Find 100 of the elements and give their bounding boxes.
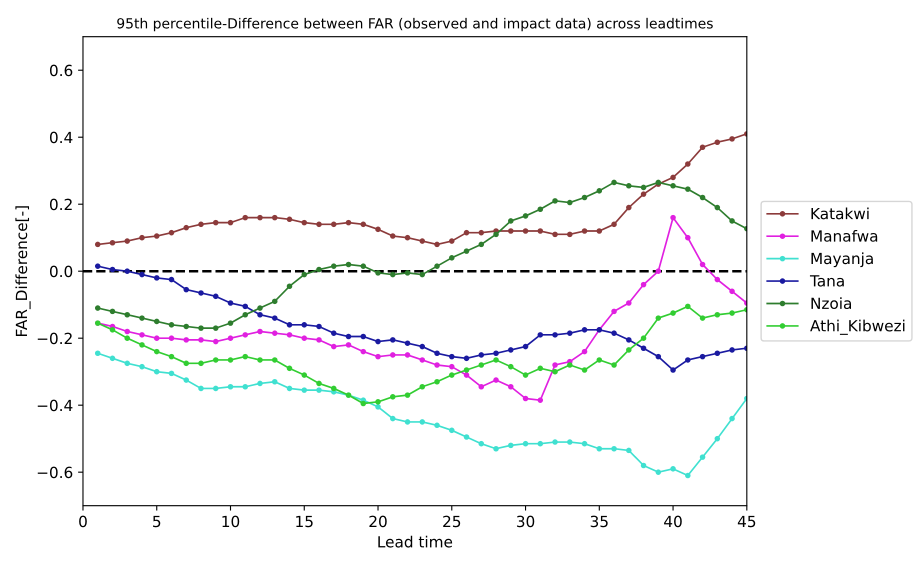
point (212, 357, 219, 363)
point (464, 248, 470, 254)
point (198, 360, 204, 366)
point (611, 446, 617, 452)
point (700, 315, 706, 321)
point (464, 356, 470, 362)
point (596, 446, 602, 452)
point (257, 305, 263, 311)
point (714, 276, 720, 282)
point (478, 362, 484, 368)
legend-label: Katakwi (811, 208, 869, 220)
point (552, 332, 558, 338)
point (404, 419, 410, 425)
point (700, 144, 706, 150)
point (124, 328, 130, 334)
point (567, 330, 573, 336)
point (404, 392, 410, 398)
point (522, 213, 528, 219)
point (714, 139, 720, 146)
point (168, 322, 174, 328)
point (640, 345, 646, 352)
point (404, 352, 410, 358)
point (375, 226, 381, 232)
point (228, 320, 234, 326)
point (508, 228, 514, 234)
point (685, 357, 691, 363)
point (94, 242, 101, 248)
legend-label: Athi_Kibwezi (810, 320, 904, 335)
point (700, 262, 706, 268)
y-tick-label: 0.2 (50, 198, 72, 210)
point (257, 214, 263, 220)
point (110, 327, 116, 333)
point (110, 266, 116, 272)
point (330, 386, 337, 392)
point (375, 270, 381, 276)
point (94, 350, 101, 356)
point (729, 218, 735, 224)
point (316, 380, 322, 386)
point (434, 378, 440, 385)
point (626, 300, 632, 306)
point (729, 288, 735, 294)
point (420, 344, 426, 350)
point (168, 335, 174, 341)
point (552, 232, 558, 238)
point (685, 186, 691, 192)
point (94, 305, 101, 311)
point (390, 416, 396, 422)
point (330, 330, 337, 336)
point (685, 472, 691, 478)
point (272, 378, 278, 385)
point (552, 439, 558, 445)
legend-label: Tana (810, 275, 844, 287)
point (434, 422, 440, 428)
point (449, 428, 455, 434)
y-tick-label: −0.2 (38, 332, 72, 344)
point (257, 357, 263, 363)
point (611, 330, 617, 336)
point (110, 308, 116, 314)
point (330, 344, 337, 350)
point (449, 354, 455, 360)
point (390, 233, 396, 239)
point (538, 206, 544, 212)
point (375, 354, 381, 360)
point (538, 397, 544, 403)
point (434, 362, 440, 368)
point (729, 310, 735, 316)
point (685, 304, 691, 310)
point (611, 362, 617, 368)
point (272, 357, 278, 363)
y-axis-title: FAR_Difference[-] (15, 206, 31, 336)
point (228, 357, 234, 363)
point (242, 384, 248, 390)
point (670, 174, 676, 180)
point (656, 315, 662, 321)
point (168, 354, 174, 360)
point (346, 220, 352, 226)
point (316, 337, 322, 343)
point (110, 356, 116, 362)
point (582, 228, 588, 234)
point (154, 368, 160, 374)
point (656, 354, 662, 360)
point (124, 335, 130, 341)
point (242, 312, 248, 318)
point (257, 380, 263, 386)
point (168, 370, 174, 376)
y-tick-label: 0.4 (50, 132, 72, 144)
point (375, 338, 381, 344)
point (640, 191, 646, 197)
point (272, 330, 278, 336)
point (404, 270, 410, 276)
point (139, 272, 145, 278)
point (478, 384, 484, 390)
point (154, 318, 160, 324)
legend-label: Mayanja (811, 252, 873, 268)
point (212, 338, 219, 344)
point (301, 322, 308, 328)
point (404, 340, 410, 346)
point (611, 222, 617, 228)
point (228, 220, 234, 226)
point (522, 228, 528, 234)
